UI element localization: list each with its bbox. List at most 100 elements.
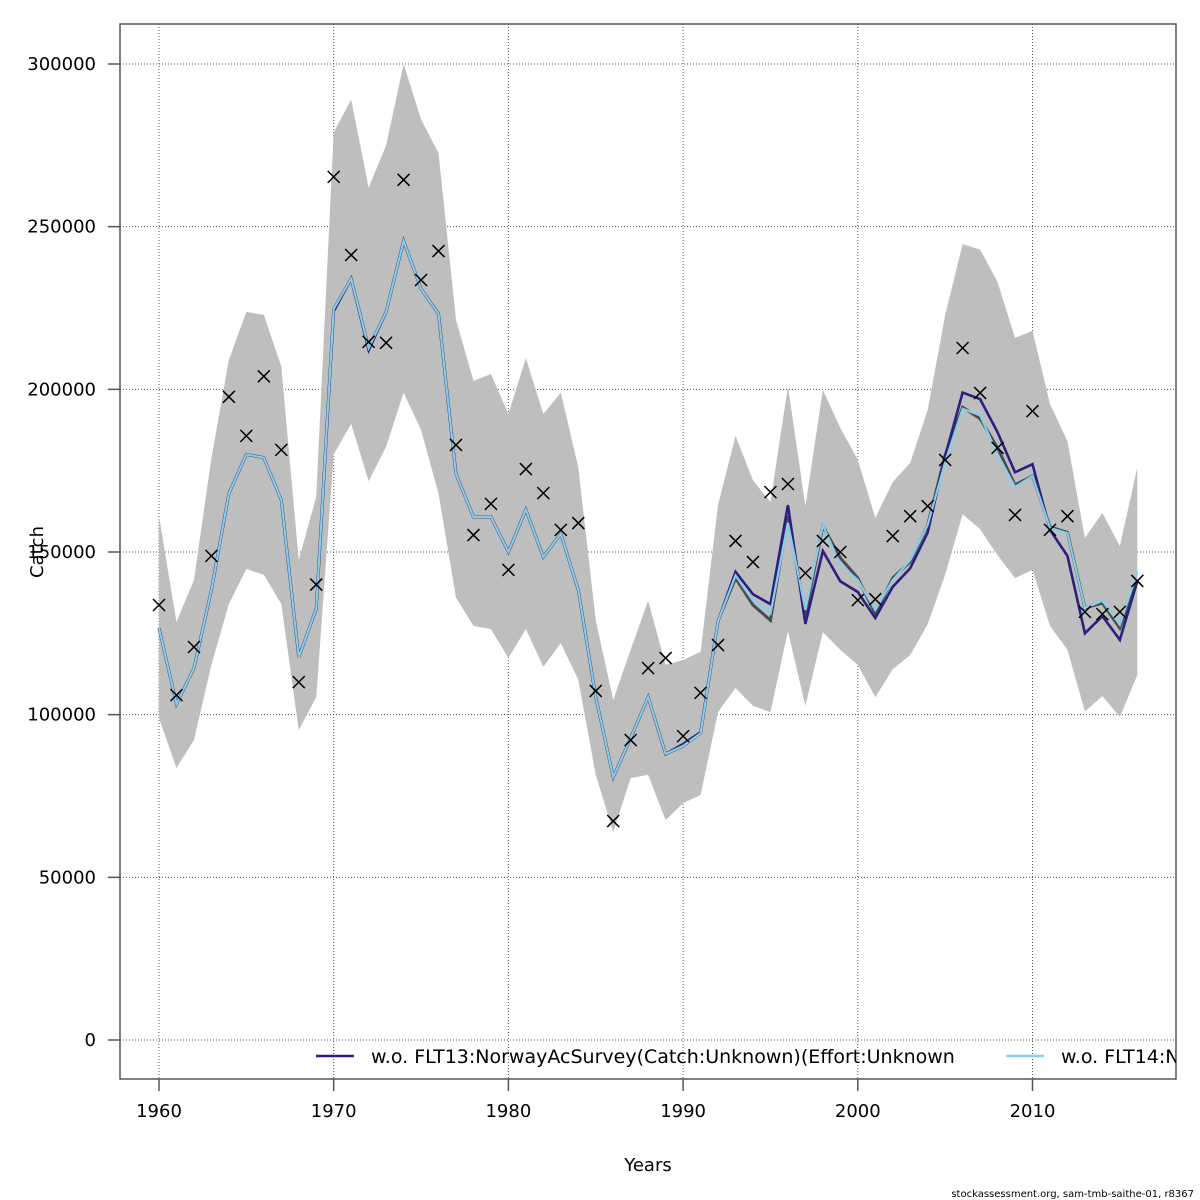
observed-point bbox=[1130, 574, 1144, 588]
observed-point bbox=[292, 675, 306, 689]
observed-point bbox=[798, 566, 812, 580]
observed-point bbox=[414, 273, 428, 287]
observed-point bbox=[1008, 508, 1022, 522]
observed-point-stroke bbox=[554, 523, 568, 537]
observed-point bbox=[606, 814, 620, 828]
observed-point bbox=[239, 429, 253, 443]
observed-point bbox=[624, 733, 638, 747]
y-tick-label: 0 bbox=[85, 1030, 96, 1051]
observed-point bbox=[466, 528, 480, 542]
observed-point bbox=[379, 336, 393, 350]
observed-point-stroke bbox=[414, 273, 428, 287]
observed-point-stroke bbox=[519, 462, 533, 476]
observed-point bbox=[449, 438, 463, 452]
observed-point-stroke bbox=[239, 429, 253, 443]
observed-point bbox=[222, 390, 236, 404]
axes: 0 50000 100000 150000 200000 250000 300000 1960… bbox=[27, 23, 1177, 1122]
observed-point bbox=[816, 534, 830, 548]
x-tick-label: 1960 bbox=[136, 1101, 182, 1122]
observed-point-stroke bbox=[903, 509, 917, 523]
observed-point bbox=[676, 729, 690, 743]
observed-point bbox=[641, 661, 655, 675]
x-tick-label: 2010 bbox=[1010, 1101, 1056, 1122]
observed-point bbox=[257, 369, 271, 383]
observed-point-stroke bbox=[309, 578, 323, 592]
y-tick-label: 100000 bbox=[27, 705, 96, 726]
observed-point-stroke bbox=[1060, 509, 1074, 523]
observed-point-stroke bbox=[1078, 605, 1092, 619]
observed-point bbox=[694, 686, 708, 700]
observed-point bbox=[728, 534, 743, 548]
observed-point-stroke bbox=[152, 598, 166, 612]
observed-point-stroke bbox=[1043, 523, 1057, 537]
observed-point-stroke bbox=[938, 453, 952, 467]
legend-items: w.o. FLT13:NorwayAcSurvey(Catch:Unknown)… bbox=[316, 1046, 1180, 1068]
observed-point bbox=[1078, 605, 1092, 619]
observed-point-stroke bbox=[798, 566, 812, 580]
series-lines bbox=[157, 235, 1139, 782]
observed-point bbox=[746, 555, 760, 569]
observed-point-stroke bbox=[379, 336, 393, 350]
observed-point bbox=[1095, 607, 1109, 621]
observed-point-stroke bbox=[676, 729, 690, 743]
observed-point bbox=[833, 545, 847, 559]
y-axis-title: Catch bbox=[27, 526, 48, 578]
observed-point-stroke bbox=[484, 497, 498, 511]
observed-point bbox=[169, 688, 184, 702]
observed-point bbox=[589, 684, 603, 698]
confidence-band-area bbox=[159, 64, 1138, 832]
observed-point-stroke bbox=[868, 592, 882, 606]
observed-point-stroke bbox=[257, 369, 271, 383]
observed-point-stroke bbox=[956, 341, 970, 355]
observed-point bbox=[519, 462, 533, 476]
observed-point-stroke bbox=[886, 529, 900, 543]
observed-point bbox=[886, 529, 900, 543]
observed-point-stroke bbox=[222, 390, 236, 404]
observed-point-stroke bbox=[1095, 607, 1109, 621]
observed-point bbox=[152, 598, 166, 612]
observed-point-stroke bbox=[746, 555, 760, 569]
observed-point bbox=[851, 593, 865, 607]
observed-point bbox=[362, 335, 376, 349]
y-tick-label: 150000 bbox=[27, 542, 96, 563]
observed-point bbox=[344, 248, 358, 262]
observed-point bbox=[921, 499, 935, 513]
observed-point-stroke bbox=[327, 170, 341, 184]
observed-point-stroke bbox=[187, 640, 201, 654]
observed-point bbox=[781, 477, 795, 491]
observed-point bbox=[711, 638, 725, 652]
observed-point-stroke bbox=[204, 549, 218, 563]
legend-label: w.o. FLT14:N bbox=[1061, 1046, 1180, 1068]
observed-points bbox=[152, 170, 1144, 828]
observed-point-stroke bbox=[728, 534, 743, 548]
observed-point bbox=[554, 523, 568, 537]
observed-point-stroke bbox=[571, 516, 585, 530]
observed-point-stroke bbox=[624, 733, 638, 747]
observed-point-stroke bbox=[344, 248, 358, 262]
observed-point-stroke bbox=[1130, 574, 1144, 588]
observed-point-stroke bbox=[973, 386, 987, 400]
x-tick-label: 1980 bbox=[485, 1101, 531, 1122]
observed-point-stroke bbox=[833, 545, 847, 559]
legend-label: w.o. FLT13:NorwayAcSurvey(Catch:Unknown)… bbox=[371, 1046, 955, 1068]
observed-point-stroke bbox=[362, 335, 376, 349]
observed-point bbox=[204, 549, 218, 563]
observed-point bbox=[187, 640, 201, 654]
observed-point bbox=[991, 441, 1005, 455]
observed-point-stroke bbox=[589, 684, 603, 698]
observed-point-stroke bbox=[501, 563, 515, 577]
legend: w.o. FLT13:NorwayAcSurvey(Catch:Unknown)… bbox=[316, 1046, 1180, 1068]
observed-point-stroke bbox=[921, 499, 935, 513]
x-axis-title: Years bbox=[623, 1155, 672, 1176]
y-tick-label: 50000 bbox=[39, 867, 96, 888]
observed-point bbox=[431, 244, 446, 258]
observed-point bbox=[1113, 605, 1127, 619]
observed-point bbox=[868, 592, 882, 606]
observed-point bbox=[973, 386, 987, 400]
observed-point bbox=[327, 170, 341, 184]
observed-point bbox=[1043, 523, 1057, 537]
observed-point-stroke bbox=[851, 593, 865, 607]
observed-point-stroke bbox=[641, 661, 655, 675]
observed-point bbox=[501, 563, 515, 577]
